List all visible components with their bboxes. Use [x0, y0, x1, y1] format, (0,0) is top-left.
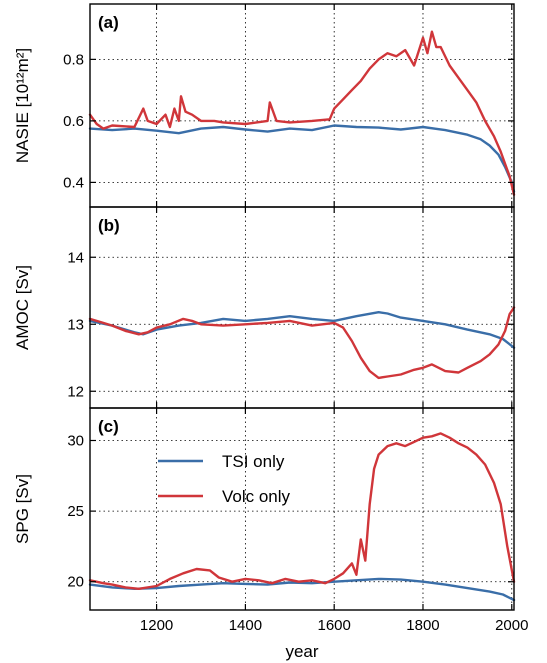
legend-label: Volc only [222, 487, 291, 506]
y-axis-label: SPG [Sv] [13, 474, 32, 544]
series-line-tsi-only [88, 577, 516, 602]
y-tick-label: 0.4 [63, 174, 84, 191]
y-tick-label: 0.8 [63, 51, 84, 68]
legend-label: TSI only [222, 452, 285, 471]
x-axis-label: year [285, 642, 318, 661]
panel-label: (c) [98, 417, 119, 436]
y-tick-label: 20 [67, 574, 84, 591]
x-tick-label: 1200 [140, 617, 173, 634]
legend: TSI only Volc only [158, 452, 291, 506]
y-tick-label: 30 [67, 432, 84, 449]
y-axis-label: AMOC [Sv] [13, 265, 32, 350]
x-tick-label: 2000 [495, 617, 528, 634]
plot-frame [89, 407, 515, 611]
panel-c: 20 25 30 1200 1400 1600 1800 2000 SPG [Sv] (c) yea… [13, 407, 528, 661]
series-line-tsi-only [88, 124, 516, 193]
panel-b: 12 13 14 AMOC [Sv] (b) [13, 206, 516, 409]
y-tick-label: 25 [67, 503, 84, 520]
panel-a: 0.4 0.6 0.8 NASIE [10¹²m²] (a) [13, 3, 516, 208]
series-line-volc-only [88, 306, 516, 380]
y-tick-label: 12 [67, 383, 84, 400]
series-line-volc-only [88, 30, 516, 196]
y-axis-label: NASIE [10¹²m²] [13, 48, 32, 163]
panel-label: (b) [98, 216, 120, 235]
x-tick-label: 1600 [318, 617, 351, 634]
x-tick-label: 1400 [229, 617, 262, 634]
panel-label: (a) [98, 13, 119, 32]
y-tick-label: 13 [67, 316, 84, 333]
y-tick-label: 14 [67, 249, 84, 266]
plot-frame [89, 206, 515, 409]
x-tick-label: 1800 [406, 617, 439, 634]
y-tick-label: 0.6 [63, 113, 84, 130]
plot-frame [89, 3, 515, 208]
series-line-volc-only [88, 432, 516, 590]
